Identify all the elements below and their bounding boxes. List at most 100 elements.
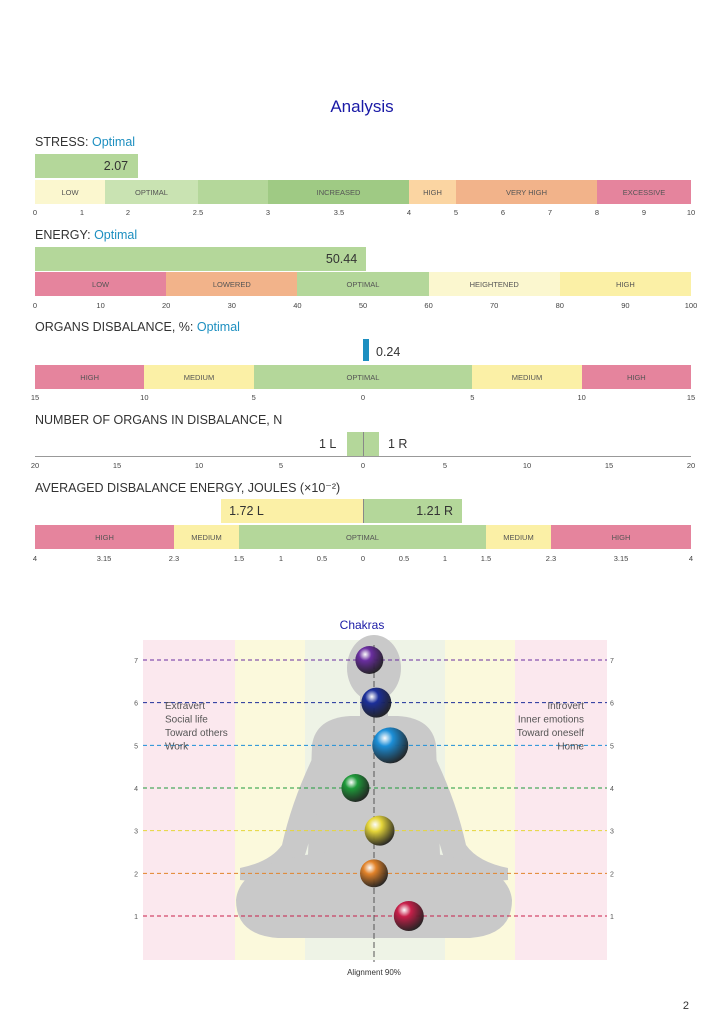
stress-tick-2: 2 bbox=[125, 208, 131, 217]
number-tick-0: 20 bbox=[30, 461, 40, 470]
stress-label: STRESS: bbox=[35, 135, 89, 149]
stress-tick-0: 0 bbox=[32, 208, 38, 217]
number-tick-8: 20 bbox=[686, 461, 696, 470]
number-tick-4: 0 bbox=[360, 461, 366, 470]
organs-tick-2: 5 bbox=[251, 393, 256, 402]
averaged-band-0: HIGH bbox=[35, 525, 174, 549]
stress-value-label: 2.07 bbox=[103, 159, 129, 173]
averaged-tick-10: 2.3 bbox=[545, 554, 557, 563]
averaged-right-label: 1.21 R bbox=[416, 504, 454, 518]
averaged-tick-9: 1.5 bbox=[480, 554, 492, 563]
silhouette-right-arm bbox=[428, 755, 508, 882]
chakra-bg-right-outer bbox=[515, 640, 607, 960]
number-heading: NUMBER OF ORGANS IN DISBALANCE, N bbox=[35, 413, 283, 427]
averaged-left-bar bbox=[221, 499, 363, 523]
chakra-level-left-1: 1 bbox=[134, 914, 138, 921]
chakra-level-right-1: 1 bbox=[610, 914, 614, 921]
energy-band-2: OPTIMAL bbox=[297, 272, 429, 296]
chakra-level-left-3: 3 bbox=[134, 829, 138, 836]
chakra-right-text-2: Toward oneself bbox=[517, 728, 584, 739]
silhouette-left-arm bbox=[240, 755, 320, 882]
averaged-tick-1: 3.15 bbox=[96, 554, 112, 563]
stress-tick-11: 9 bbox=[641, 208, 647, 217]
stress-band-3: INCREASED bbox=[268, 180, 409, 204]
energy-tick-5: 50 bbox=[358, 301, 368, 310]
averaged-tick-0: 4 bbox=[32, 554, 38, 563]
averaged-left-label: 1.72 L bbox=[229, 504, 264, 518]
averaged-center-line bbox=[363, 499, 364, 523]
averaged-tick-12: 4 bbox=[688, 554, 694, 563]
stress-tick-5: 3.5 bbox=[333, 208, 345, 217]
chakra-level-right-3: 3 bbox=[610, 829, 614, 836]
organs-value-label: 0.24 bbox=[376, 345, 401, 359]
energy-tick-4: 40 bbox=[293, 301, 302, 310]
energy-status: Optimal bbox=[94, 228, 138, 242]
averaged-tick-3: 1.5 bbox=[233, 554, 245, 563]
chakra-level-left-2: 2 bbox=[134, 871, 138, 878]
energy-tick-6: 60 bbox=[424, 301, 433, 310]
chakra-ball-1 bbox=[393, 901, 424, 931]
stress-band-0: LOW bbox=[35, 180, 105, 204]
organs-band-2: OPTIMAL bbox=[253, 365, 473, 389]
chakra-right-text-3: Home bbox=[557, 742, 584, 753]
chakra-level-left-4: 4 bbox=[134, 786, 138, 793]
stress-heading: STRESS: Optimal bbox=[35, 135, 135, 149]
number-tick-7: 15 bbox=[604, 461, 614, 470]
averaged-right-bar bbox=[363, 499, 463, 523]
chakra-level-right-6: 6 bbox=[610, 701, 614, 708]
organs-band-4: HIGH bbox=[581, 365, 691, 389]
stress-tick-1: 1 bbox=[79, 208, 85, 217]
number-tick-6: 10 bbox=[522, 461, 532, 470]
organs-band-1: MEDIUM bbox=[144, 365, 254, 389]
stress-tick-6: 4 bbox=[406, 208, 412, 217]
organs-label: ORGANS DISBALANCE, %: bbox=[35, 320, 194, 334]
page-number: 2 bbox=[682, 1000, 689, 1012]
averaged-band-2: OPTIMAL bbox=[239, 525, 486, 549]
chakra-level-left-6: 6 bbox=[134, 701, 138, 708]
averaged-tick-11: 3.15 bbox=[613, 554, 629, 563]
energy-value-label: 50.44 bbox=[325, 252, 358, 266]
averaged-band-4: HIGH bbox=[551, 525, 691, 549]
chakra-left-text-2: Toward others bbox=[165, 728, 228, 739]
stress-tick-4: 3 bbox=[265, 208, 271, 217]
energy-band-3: HEIGHTENED bbox=[428, 272, 560, 296]
averaged-band-3: MEDIUM bbox=[486, 525, 551, 549]
chakra-level-left-7: 7 bbox=[134, 658, 138, 665]
averaged-tick-6: 0 bbox=[360, 554, 366, 563]
averaged-tick-2: 2.3 bbox=[168, 554, 180, 563]
number-tick-2: 10 bbox=[194, 461, 204, 470]
energy-tick-1: 10 bbox=[96, 301, 105, 310]
organs-tick-1: 10 bbox=[140, 393, 149, 402]
organs-tick-5: 10 bbox=[577, 393, 586, 402]
chakra-level-left-5: 5 bbox=[134, 743, 138, 750]
stress-tick-3: 2.5 bbox=[192, 208, 204, 217]
chakra-level-right-2: 2 bbox=[610, 871, 614, 878]
stress-tick-7: 5 bbox=[453, 208, 459, 217]
averaged-tick-4: 1 bbox=[278, 554, 284, 563]
number-left-label: 1 L bbox=[319, 437, 337, 451]
chakra-ball-6 bbox=[361, 687, 392, 718]
energy-tick-2: 20 bbox=[162, 301, 171, 310]
energy-tick-8: 80 bbox=[555, 301, 564, 310]
chakra-level-right-4: 4 bbox=[610, 786, 614, 793]
number-tick-5: 5 bbox=[442, 461, 448, 470]
stress-tick-9: 7 bbox=[547, 208, 553, 217]
energy-heading: ENERGY: Optimal bbox=[35, 228, 137, 242]
energy-tick-3: 30 bbox=[227, 301, 236, 310]
averaged-tick-5: 0.5 bbox=[316, 554, 328, 563]
number-right-label: 1 R bbox=[388, 437, 408, 451]
organs-tick-6: 15 bbox=[686, 393, 696, 402]
energy-tick-7: 70 bbox=[490, 301, 499, 310]
stress-band-2 bbox=[198, 180, 268, 204]
averaged-heading: AVERAGED DISBALANCE ENERGY, JOULES (×10⁻… bbox=[35, 481, 341, 495]
stress-tick-12: 10 bbox=[686, 208, 696, 217]
number-tick-3: 5 bbox=[278, 461, 284, 470]
organs-tick-4: 5 bbox=[470, 393, 475, 402]
energy-tick-9: 90 bbox=[621, 301, 630, 310]
chakra-ball-2 bbox=[360, 859, 388, 888]
organs-status: Optimal bbox=[196, 320, 240, 334]
chakra-right-text-1: Inner emotions bbox=[518, 715, 584, 726]
energy-value-bar bbox=[35, 247, 366, 271]
number-axis-line bbox=[35, 456, 691, 457]
energy-band-4: HIGH bbox=[559, 272, 691, 296]
